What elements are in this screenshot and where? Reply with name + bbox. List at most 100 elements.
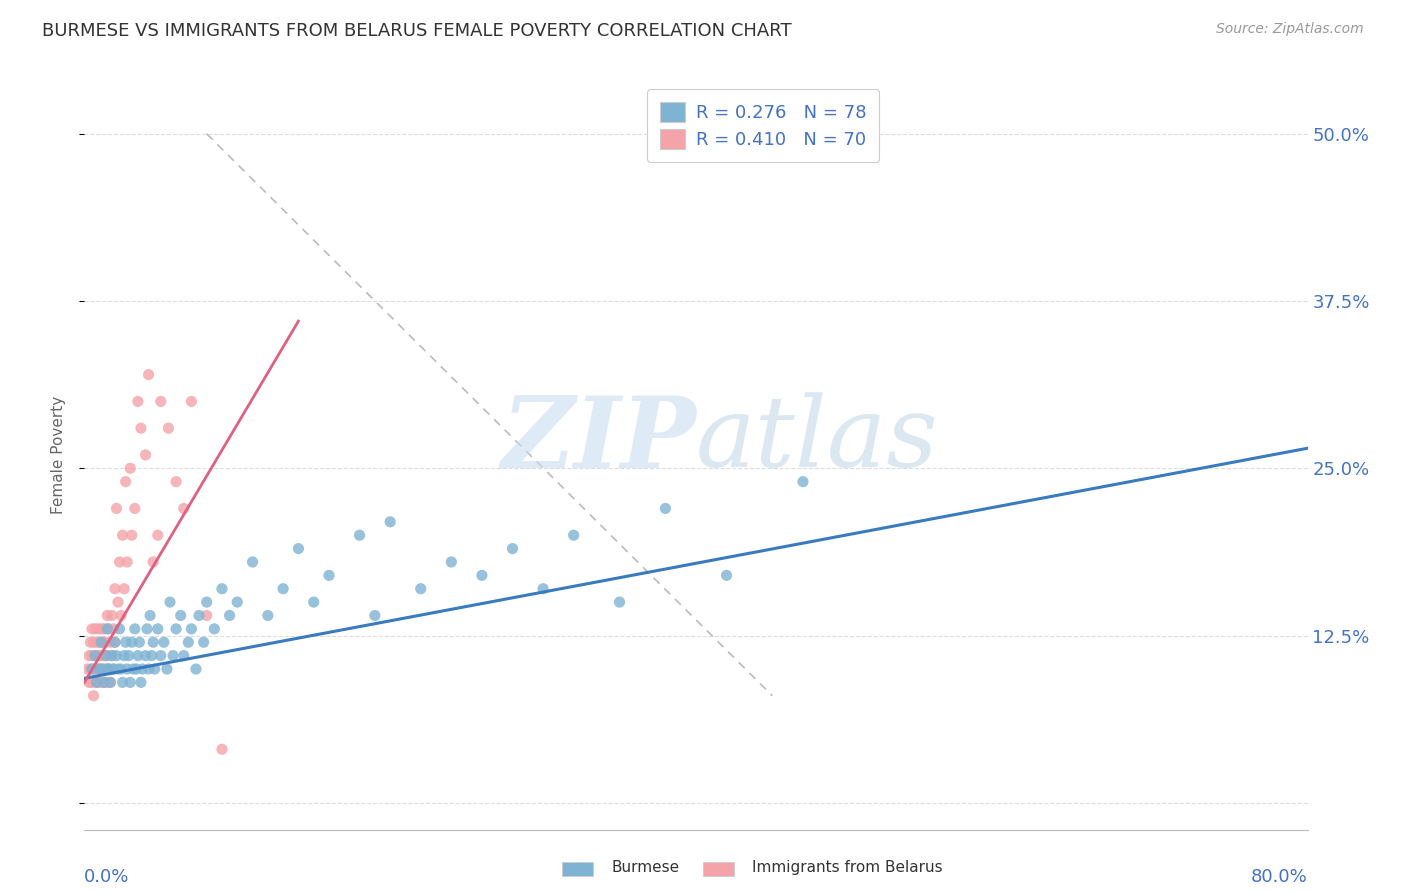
Point (105, 648, 128, 663)
Point (90, 635, 112, 649)
Point (146, 622, 169, 636)
Point (104, 635, 127, 649)
Point (91, 662, 114, 676)
Point (138, 662, 160, 676)
Point (80, 675, 103, 690)
Point (139, 608, 162, 623)
Point (218, 608, 240, 623)
Point (609, 595, 631, 609)
Point (226, 595, 249, 609)
Point (654, 501, 676, 516)
Point (90, 648, 112, 663)
Point (562, 528, 585, 542)
Text: Immigrants from Belarus: Immigrants from Belarus (752, 860, 943, 874)
Text: BURMESE VS IMMIGRANTS FROM BELARUS FEMALE POVERTY CORRELATION CHART: BURMESE VS IMMIGRANTS FROM BELARUS FEMAL… (42, 22, 792, 40)
Point (118, 648, 141, 663)
Point (97, 662, 120, 676)
Point (195, 608, 218, 623)
Point (105, 501, 128, 516)
Point (115, 662, 138, 676)
Point (173, 501, 195, 516)
Point (121, 635, 143, 649)
Point (79, 662, 101, 676)
Legend: R = 0.276   N = 78, R = 0.410   N = 70: R = 0.276 N = 78, R = 0.410 N = 70 (647, 89, 879, 161)
Point (188, 608, 211, 623)
Point (86, 675, 108, 690)
Point (129, 675, 152, 690)
Point (86, 635, 108, 649)
Text: Burmese: Burmese (612, 860, 679, 874)
Point (89, 635, 111, 649)
Point (153, 635, 176, 649)
Point (127, 648, 149, 663)
Point (79, 635, 101, 649)
Point (111, 528, 134, 542)
Point (129, 421, 152, 435)
Point (87, 622, 110, 636)
Point (103, 662, 125, 676)
Point (108, 622, 131, 636)
Point (157, 421, 180, 435)
Point (97, 622, 120, 636)
Point (87, 675, 110, 690)
Point (131, 662, 153, 676)
Point (86, 648, 108, 663)
Point (90, 675, 112, 690)
Point (180, 394, 202, 409)
Point (110, 662, 132, 676)
Point (716, 568, 738, 582)
Point (98, 675, 121, 690)
Y-axis label: Female Poverty: Female Poverty (51, 396, 66, 514)
Point (124, 622, 146, 636)
Point (159, 595, 181, 609)
Point (143, 662, 166, 676)
Point (104, 635, 127, 649)
Point (103, 662, 125, 676)
Point (77, 675, 100, 690)
Point (242, 555, 264, 569)
Point (98, 635, 121, 649)
Point (121, 528, 143, 542)
Point (101, 608, 124, 623)
Point (114, 475, 136, 489)
Point (84, 648, 107, 663)
Point (502, 541, 524, 556)
Point (77, 648, 100, 663)
Point (211, 742, 233, 756)
Point (96, 622, 118, 636)
Point (170, 608, 193, 623)
Point (195, 595, 218, 609)
Point (93, 648, 115, 663)
Point (112, 582, 135, 596)
Point (124, 501, 146, 516)
Point (141, 648, 163, 663)
Point (93, 675, 115, 690)
Point (104, 582, 127, 596)
Point (83, 662, 105, 676)
Point (86, 675, 108, 690)
Point (120, 461, 142, 475)
Point (135, 448, 157, 462)
Point (287, 541, 309, 556)
Point (409, 582, 432, 596)
Point (80, 622, 103, 636)
Point (89, 662, 111, 676)
Point (149, 648, 172, 663)
Point (83, 635, 105, 649)
Point (257, 608, 280, 623)
Point (364, 608, 387, 623)
Point (128, 635, 150, 649)
Point (180, 622, 202, 636)
Text: atlas: atlas (696, 392, 939, 488)
Point (135, 648, 157, 663)
Point (156, 662, 179, 676)
Point (84, 662, 107, 676)
Point (97, 662, 120, 676)
Point (173, 648, 195, 663)
Point (93, 622, 115, 636)
Point (90, 622, 112, 636)
Point (80, 662, 103, 676)
Point (440, 555, 463, 569)
Point (149, 394, 172, 409)
Point (120, 675, 142, 690)
